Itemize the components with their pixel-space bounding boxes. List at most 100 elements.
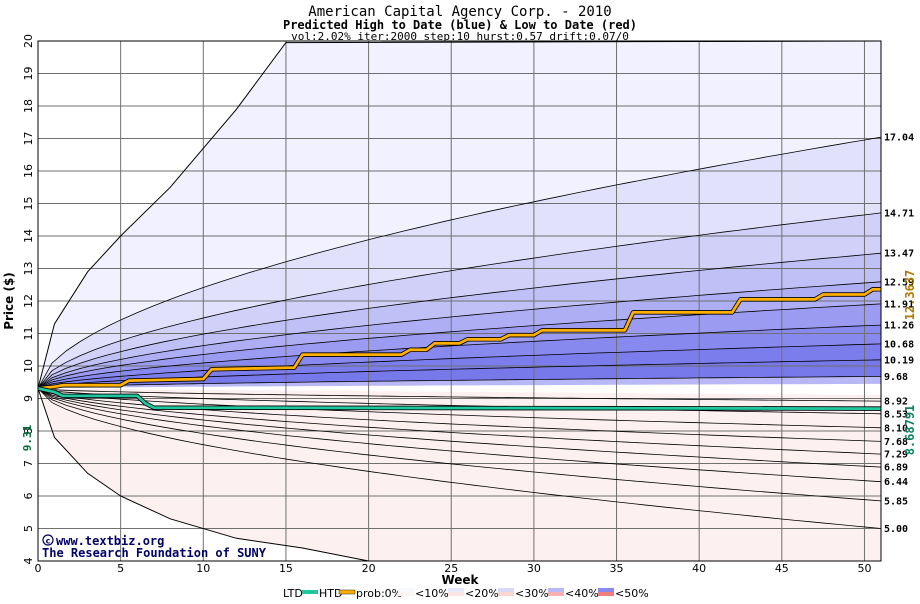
high-band-5	[38, 303, 881, 389]
y-axis-label: Price ($)	[2, 272, 16, 330]
high-band-9	[38, 376, 881, 389]
band-end-label: 10.68	[884, 339, 914, 350]
legend-bin-label: <30%	[515, 587, 549, 600]
series-line-htd	[37, 287, 881, 390]
x-tick-label: 35	[610, 562, 624, 575]
legend-htd-label: HTD	[319, 587, 342, 600]
band-end-label: 8.53	[884, 409, 908, 420]
high-band-line-8	[37, 376, 882, 389]
y-tick-labels: 4 5 6 7 8 9 10 11 12 13 14 15 16 17 18 19 20	[22, 34, 35, 565]
x-tick-label: 40	[692, 562, 706, 575]
y-tick-label: 15	[22, 197, 35, 211]
legend-bin-swatch-red-1	[448, 592, 464, 596]
y-tick-label: 4	[22, 558, 35, 565]
x-tick-label: 5	[117, 562, 124, 575]
band-end-label: 9.68	[884, 372, 908, 383]
band-end-label: 11.26	[884, 321, 914, 332]
low-band-line-8	[37, 388, 882, 529]
htd-end-label: 12.3637	[903, 270, 917, 321]
x-tick-label: 20	[362, 562, 376, 575]
legend-ltd-label: LTD	[283, 587, 303, 600]
legend: LTD HTD prob:0% <10% <20% <30% <40% <50%	[283, 587, 649, 600]
band-end-label: 7.68	[884, 437, 908, 448]
band-end-label: 8.10	[884, 423, 908, 434]
band-end-label: 12.59	[884, 277, 914, 288]
y-tick-label: 20	[22, 34, 35, 48]
y-tick-label: 19	[22, 67, 35, 81]
high-band-2	[38, 212, 881, 389]
high-band-0	[38, 41, 881, 389]
ltd-end-label: 8.68791	[903, 405, 917, 456]
y-tick-label: 10	[22, 359, 35, 373]
high-band-line-6	[37, 343, 882, 389]
band-end-label: 6.44	[884, 477, 908, 488]
legend-htd-swatch	[338, 589, 356, 595]
y-tick-label: 18	[22, 99, 35, 113]
high-band-line-1	[37, 212, 882, 389]
start-price-label: 9.31	[21, 424, 34, 451]
x-tick-label: 0	[35, 562, 42, 575]
legend-bin-label: <40%	[565, 587, 599, 600]
y-tick-label: 9	[22, 395, 35, 402]
band-end-labels: 17.04 14.71 13.47 12.59 11.91 11.26 10.68 10.19…	[884, 133, 914, 535]
high-band-1	[38, 137, 881, 389]
copyright-letter: c	[46, 537, 51, 546]
high-band-6	[38, 325, 881, 389]
band-end-label: 17.04	[884, 133, 914, 144]
y-tick-label: 8	[22, 428, 35, 435]
y-tick-label: 17	[22, 132, 35, 146]
y-tick-label: 5	[22, 525, 35, 532]
copyright-icon	[42, 534, 54, 546]
chart-subtitle: Predicted High to Date (blue) & Low to D…	[283, 18, 637, 32]
low-band-line-0	[37, 388, 882, 402]
low-band-line-1	[37, 388, 882, 415]
high-band-4	[38, 281, 881, 389]
credits: c www.textbiz.org The Research Foundatio…	[42, 534, 267, 560]
x-axis-label: Week	[441, 573, 479, 587]
high-band-line-2	[37, 252, 882, 389]
credit-site: www.textbiz.org	[56, 534, 164, 548]
y-tick-label: 16	[22, 164, 35, 178]
legend-ltd-swatch	[302, 590, 318, 594]
low-band-line-6	[37, 388, 882, 483]
y-tick-label: 12	[22, 294, 35, 308]
legend-bin-swatch-blue-1	[448, 588, 464, 592]
x-tick-label: 15	[279, 562, 293, 575]
x-tick-label: 45	[775, 562, 789, 575]
outer-low-line	[37, 388, 369, 562]
band-end-label: 14.71	[884, 208, 914, 219]
band-end-label: 7.29	[884, 450, 908, 461]
high-band-line-0	[37, 136, 882, 389]
legend-bin-swatch-red-3	[548, 592, 564, 596]
legend-bin-swatch-blue-0	[398, 588, 414, 592]
high-band-3	[38, 253, 881, 389]
legend-bin-swatch-red-4	[598, 592, 614, 596]
y-tick-label: 6	[22, 493, 35, 500]
x-tick-labels: 0 5 10 15 20 25 30 35 40 45 50	[35, 562, 872, 575]
chart-title: American Capital Agency Corp. - 2010	[308, 4, 611, 20]
band-end-label: 8.92	[884, 397, 908, 408]
legend-bin-swatch-red-0	[398, 592, 414, 596]
y-tick-label: 7	[22, 460, 35, 467]
y-tick-label: 13	[22, 262, 35, 276]
band-end-label: 5.00	[884, 524, 908, 535]
low-band-line-7	[37, 388, 882, 502]
legend-bin-label: <50%	[615, 587, 649, 600]
legend-bin-label: <20%	[465, 587, 499, 600]
band-end-label: 5.85	[884, 496, 908, 507]
series-line-ltd	[37, 387, 882, 411]
band-end-label: 11.91	[884, 299, 914, 310]
band-end-label: 10.19	[884, 355, 914, 366]
y-tick-label: 11	[22, 327, 35, 341]
legend-bin-swatch-blue-3	[548, 588, 564, 592]
legend-bins: <10% <20% <30% <40% <50%	[398, 587, 649, 600]
chart-parameters: vol:2.02% iter:2000 step:10 hurst:0.57 d…	[291, 30, 629, 43]
legend-bin-swatch-blue-2	[498, 588, 514, 592]
low-band-line-2	[37, 388, 882, 429]
band-end-label: 6.89	[884, 463, 908, 474]
x-tick-label: 10	[196, 562, 210, 575]
credit-org: The Research Foundation of SUNY	[42, 546, 267, 560]
high-band-8	[38, 359, 881, 389]
grid-lines	[38, 41, 881, 561]
